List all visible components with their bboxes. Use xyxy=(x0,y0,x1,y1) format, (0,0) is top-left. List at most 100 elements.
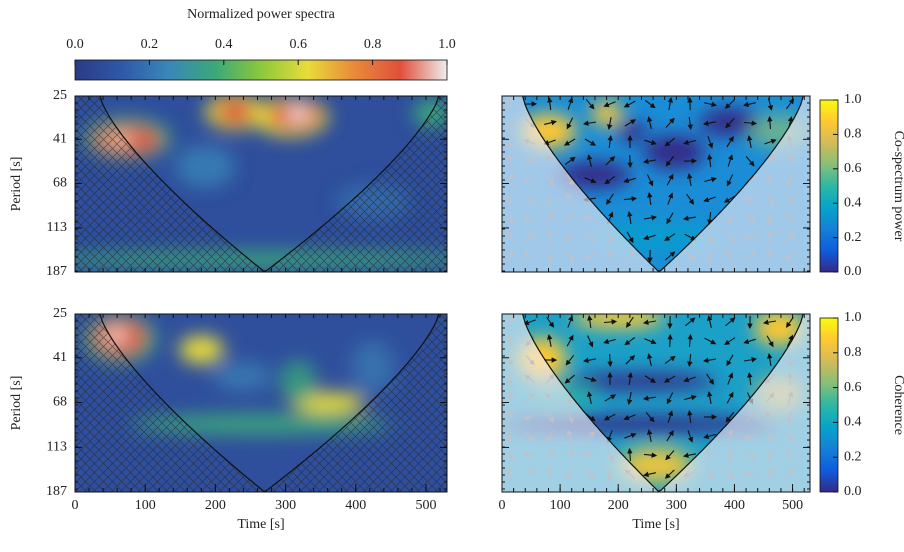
x-tick-label: 300 xyxy=(275,498,296,513)
colorbar-tick-label: 1.0 xyxy=(438,37,456,52)
y-tick-label: 25 xyxy=(53,306,67,321)
y-axis-label: Period [s] xyxy=(9,376,24,431)
phase-arrow xyxy=(686,193,695,205)
phase-arrow xyxy=(687,116,693,131)
y-tick-label: 25 xyxy=(53,88,67,103)
phase-arrow xyxy=(667,97,673,111)
phase-arrow xyxy=(643,158,657,164)
phase-arrow xyxy=(786,98,795,110)
x-tick-label: 400 xyxy=(724,498,745,513)
phase-arrow xyxy=(646,429,653,442)
coi-line xyxy=(99,96,440,272)
phase-arrow xyxy=(723,195,736,203)
phase-arrow xyxy=(664,355,676,364)
phase-arrow xyxy=(726,135,734,148)
phase-arrow xyxy=(725,317,736,327)
phase-arrow xyxy=(666,429,674,442)
colorbar-tick-label: 0.8 xyxy=(364,37,382,52)
phase-arrow xyxy=(603,101,616,108)
phase-arrow xyxy=(583,357,597,363)
phase-arrow xyxy=(743,338,756,345)
panel xyxy=(502,314,810,492)
phase-arrow xyxy=(685,317,696,327)
phase-arrow xyxy=(747,371,753,386)
phase-arrow xyxy=(687,409,693,424)
phase-arrow xyxy=(764,138,777,145)
x-axis-label: Time [s] xyxy=(632,517,679,532)
phase-arrow xyxy=(743,357,757,363)
phase-arrow xyxy=(644,139,657,146)
phase-arrow xyxy=(586,391,593,404)
y-tick-label: 187 xyxy=(46,264,67,279)
phase-arrow xyxy=(745,156,755,167)
phase-arrow xyxy=(623,414,636,421)
phase-arrow xyxy=(566,117,574,130)
phase-arrow xyxy=(704,176,717,183)
phase-arrow xyxy=(586,154,593,167)
colorbar-tick-label: 0.2 xyxy=(844,230,862,245)
phase-arrow xyxy=(667,410,674,423)
y-tick-label: 41 xyxy=(53,350,67,365)
phase-arrow xyxy=(627,371,633,386)
phase-arrow xyxy=(584,376,597,383)
y-tick-label: 68 xyxy=(53,395,67,410)
colorbar-tick-label: 0.8 xyxy=(844,127,862,142)
phase-arrow xyxy=(585,98,595,110)
phase-arrow xyxy=(606,193,614,205)
x-tick-label: 0 xyxy=(499,498,506,513)
phase-arrow xyxy=(567,97,574,110)
phase-arrow xyxy=(665,251,676,261)
colorbar-tick-label: 0.4 xyxy=(215,37,233,52)
x-tick-label: 300 xyxy=(666,498,687,513)
phase-arrow xyxy=(607,353,613,368)
phase-arrow xyxy=(643,452,658,458)
phase-arrow xyxy=(727,372,734,385)
colorbar-label: Coherence xyxy=(891,375,904,435)
phase-arrow xyxy=(664,233,676,241)
colorbar-tick-label: 0.2 xyxy=(844,449,862,464)
phase-arrow xyxy=(743,120,758,126)
y-tick-label: 187 xyxy=(46,484,67,499)
phase-arrow xyxy=(746,135,753,148)
phase-arrow xyxy=(604,394,617,402)
phase-arrow xyxy=(547,334,553,348)
phase-arrow xyxy=(683,376,696,383)
colorbar-tick-label: 1.0 xyxy=(844,92,862,107)
phase-arrow xyxy=(665,155,675,167)
x-tick-label: 400 xyxy=(345,498,366,513)
phase-arrow xyxy=(624,119,637,127)
colorbar-label: Normalized power spectra xyxy=(187,7,335,22)
coi-line xyxy=(99,314,440,492)
phase-arrow xyxy=(702,357,717,363)
coi-line xyxy=(522,96,804,272)
field-blob xyxy=(591,101,623,126)
colorbar xyxy=(819,317,839,493)
phase-arrow xyxy=(683,139,696,146)
phase-arrow xyxy=(724,337,736,345)
phase-arrow xyxy=(726,174,734,187)
phase-arrow xyxy=(587,335,594,348)
phase-arrow xyxy=(665,450,675,461)
field-blob xyxy=(615,120,647,142)
phase-arrow xyxy=(567,315,574,328)
phase-arrow xyxy=(626,392,633,405)
phase-arrow xyxy=(706,373,715,385)
phase-arrow xyxy=(687,333,693,348)
phase-arrow xyxy=(627,447,633,462)
phase-arrow xyxy=(767,352,773,367)
phase-arrow xyxy=(603,413,616,421)
phase-arrow xyxy=(667,333,673,348)
phase-arrow xyxy=(704,337,717,345)
x-tick-label: 200 xyxy=(608,498,629,513)
phase-arrow xyxy=(565,354,575,366)
x-tick-label: 200 xyxy=(205,498,226,513)
y-tick-label: 113 xyxy=(47,440,67,455)
phase-arrow xyxy=(665,117,675,128)
phase-arrow xyxy=(625,355,636,365)
phase-arrow xyxy=(523,319,536,326)
phase-arrow xyxy=(707,136,714,149)
phase-arrow xyxy=(584,177,597,184)
panel xyxy=(502,96,810,272)
coi-hatch xyxy=(75,314,447,492)
